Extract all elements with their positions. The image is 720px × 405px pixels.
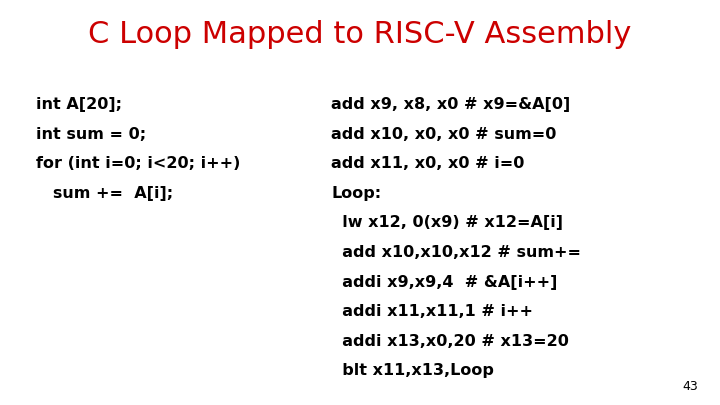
Text: int sum = 0;: int sum = 0;: [36, 127, 146, 142]
Text: blt x11,x13,Loop: blt x11,x13,Loop: [331, 363, 494, 378]
Text: add x11, x0, x0 # i=0: add x11, x0, x0 # i=0: [331, 156, 525, 171]
Text: C Loop Mapped to RISC-V Assembly: C Loop Mapped to RISC-V Assembly: [89, 20, 631, 49]
Text: add x10,x10,x12 # sum+=: add x10,x10,x12 # sum+=: [331, 245, 581, 260]
Text: addi x9,x9,4  # &A[i++]: addi x9,x9,4 # &A[i++]: [331, 275, 557, 290]
Text: add x9, x8, x0 # x9=&A[0]: add x9, x8, x0 # x9=&A[0]: [331, 97, 570, 112]
Text: 43: 43: [683, 380, 698, 393]
Text: sum +=  A[i];: sum += A[i];: [36, 186, 173, 201]
Text: lw x12, 0(x9) # x12=A[i]: lw x12, 0(x9) # x12=A[i]: [331, 215, 563, 230]
Text: addi x11,x11,1 # i++: addi x11,x11,1 # i++: [331, 304, 534, 319]
Text: Loop:: Loop:: [331, 186, 382, 201]
Text: addi x13,x0,20 # x13=20: addi x13,x0,20 # x13=20: [331, 334, 569, 349]
Text: add x10, x0, x0 # sum=0: add x10, x0, x0 # sum=0: [331, 127, 557, 142]
Text: for (int i=0; i<20; i++): for (int i=0; i<20; i++): [36, 156, 240, 171]
Text: int A[20];: int A[20];: [36, 97, 122, 112]
